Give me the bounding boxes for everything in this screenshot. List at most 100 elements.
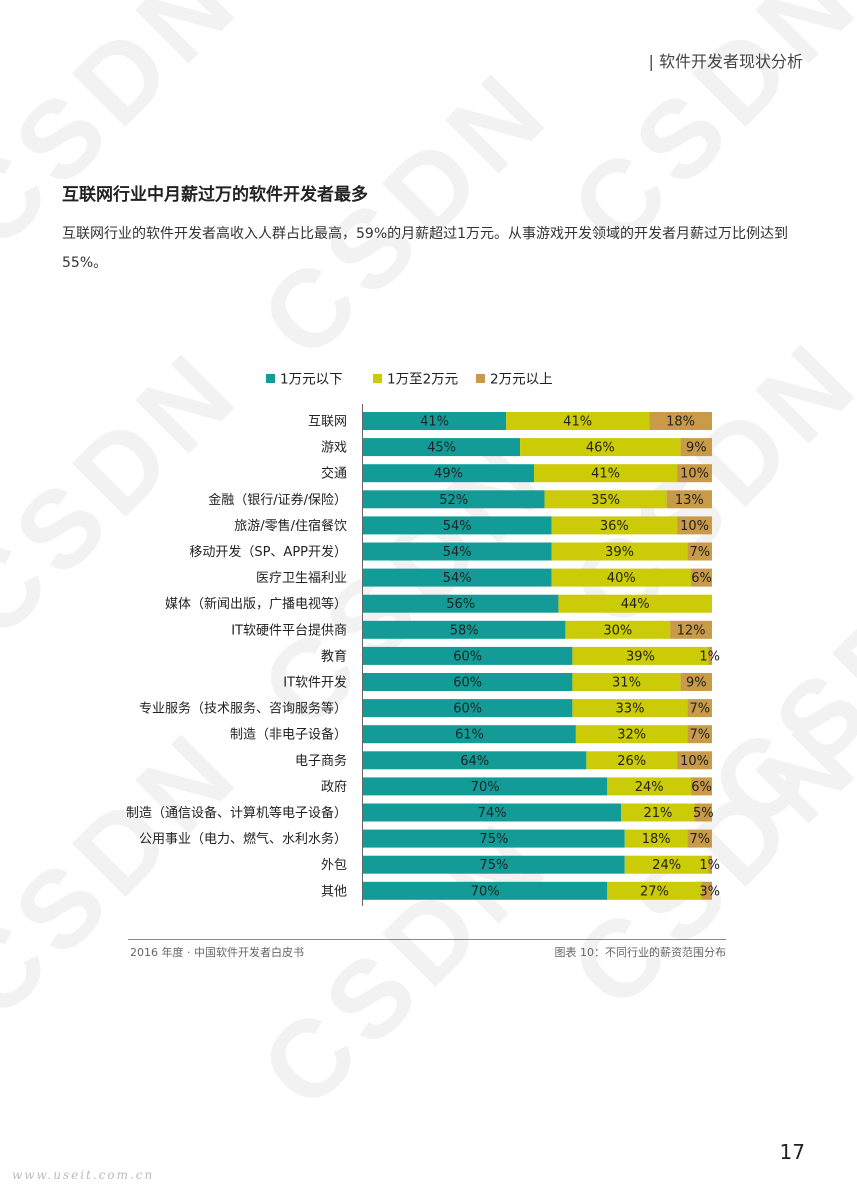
data-label: 49% — [434, 467, 463, 482]
data-label: 9% — [686, 441, 707, 456]
category-label: 金融（银行/证券/保险） — [208, 492, 347, 508]
bar-segment — [520, 438, 681, 457]
bar-segment — [544, 490, 667, 509]
category-label: 制造（非电子设备） — [230, 727, 347, 743]
data-label: 60% — [453, 676, 482, 691]
category-label: 公用事业（电力、燃气、水利水务） — [139, 831, 347, 847]
category-label: 电子商务 — [295, 753, 347, 769]
bar-segment — [666, 490, 712, 509]
bar-segment — [586, 751, 678, 770]
data-label: 56% — [446, 597, 475, 612]
bar-segment — [649, 412, 712, 430]
data-label: 54% — [443, 519, 472, 534]
page-heading: 互联网行业中月薪过万的软件开发者最多 — [62, 185, 368, 205]
data-label: 60% — [453, 702, 482, 717]
data-label: 24% — [635, 780, 664, 795]
data-label: 3% — [699, 884, 720, 899]
legend-swatch — [476, 374, 485, 383]
data-label: 41% — [563, 415, 592, 430]
data-label: 54% — [443, 571, 472, 586]
bar-segment — [363, 620, 566, 639]
legend-label: 2万元以上 — [490, 372, 553, 388]
category-label: 制造（通信设备、计算机等电子设备） — [126, 805, 347, 821]
legend-swatch — [373, 374, 382, 383]
footer-divider — [128, 939, 726, 940]
data-label: 35% — [591, 493, 620, 508]
data-label: 7% — [689, 832, 710, 847]
category-label: 教育 — [321, 648, 347, 664]
footer-publication: 2016 年度 · 中国软件开发者白皮书 — [130, 946, 304, 959]
data-label: 40% — [607, 571, 636, 586]
data-label: 32% — [617, 728, 646, 743]
bar-segment — [607, 881, 702, 900]
data-label: 44% — [621, 597, 650, 612]
csdn-watermark: CSDN — [238, 45, 574, 382]
data-label: 24% — [652, 858, 681, 873]
bar-segment — [363, 464, 535, 483]
data-label: 54% — [443, 545, 472, 560]
data-label: 18% — [642, 832, 671, 847]
bar-segment — [363, 829, 625, 848]
bar-segment — [687, 542, 712, 561]
data-label: 7% — [689, 728, 710, 743]
bar-segment — [363, 516, 552, 535]
bar-segment — [363, 412, 507, 430]
data-label: 30% — [603, 623, 632, 638]
category-label: 移动开发（SP、APP开发） — [189, 544, 347, 560]
data-label: 75% — [479, 832, 508, 847]
bar-segment — [607, 777, 692, 796]
data-label: 13% — [675, 493, 704, 508]
bar-segment — [694, 803, 712, 822]
bar-segment — [363, 594, 559, 613]
bar-segment — [363, 777, 608, 796]
bar-segment — [575, 725, 688, 744]
data-label: 7% — [689, 702, 710, 717]
data-label: 5% — [693, 806, 714, 821]
data-label: 61% — [455, 728, 484, 743]
bar-segment — [534, 464, 678, 483]
data-label: 12% — [677, 623, 706, 638]
bar-segment — [701, 881, 712, 900]
bar-segment — [363, 568, 552, 587]
bar-segment — [624, 855, 709, 874]
data-label: 31% — [612, 676, 641, 691]
data-label: 1% — [699, 649, 720, 664]
legend-label: 1万元以下 — [280, 372, 343, 388]
data-label: 18% — [666, 415, 695, 430]
data-label: 75% — [479, 858, 508, 873]
data-label: 58% — [450, 623, 479, 638]
site-watermark: www.useit.com.cn — [12, 1168, 155, 1182]
data-label: 21% — [643, 806, 672, 821]
page-number: 17 — [779, 1140, 805, 1164]
bar-segment — [691, 777, 712, 796]
bar-segment — [670, 620, 712, 639]
data-label: 74% — [478, 806, 507, 821]
intro-paragraph: 互联网行业的软件开发者高收入人群占比最高，59%的月薪超过1万元。从事游戏开发领… — [62, 226, 789, 271]
data-label: 10% — [680, 519, 709, 534]
data-label: 39% — [605, 545, 634, 560]
bar-segment — [572, 699, 688, 718]
bar-segment — [624, 829, 688, 848]
bar-segment — [677, 464, 712, 483]
category-label: 专业服务（技术服务、咨询服务等） — [139, 701, 347, 717]
data-label: 27% — [640, 884, 669, 899]
data-label: 64% — [460, 754, 489, 769]
bar-segment — [680, 673, 712, 691]
data-label: 9% — [686, 676, 707, 691]
data-label: 6% — [691, 571, 712, 586]
bar-segment — [551, 568, 692, 587]
bar-segment — [680, 438, 712, 457]
category-label: 媒体（新闻出版，广播电视等） — [165, 596, 347, 612]
bar-segment — [363, 673, 573, 691]
data-label: 7% — [689, 545, 710, 560]
bar-segment — [363, 490, 545, 509]
section-title: | 软件开发者现状分析 — [648, 52, 803, 71]
category-label: 医疗卫生福利业 — [256, 571, 347, 586]
bar-segment — [708, 855, 712, 874]
category-label: 游戏 — [321, 441, 347, 456]
category-label: 互联网 — [308, 415, 347, 430]
data-label: 70% — [471, 884, 500, 899]
data-label: 36% — [600, 519, 629, 534]
data-label: 1% — [699, 858, 720, 873]
bar-segment — [691, 568, 712, 587]
